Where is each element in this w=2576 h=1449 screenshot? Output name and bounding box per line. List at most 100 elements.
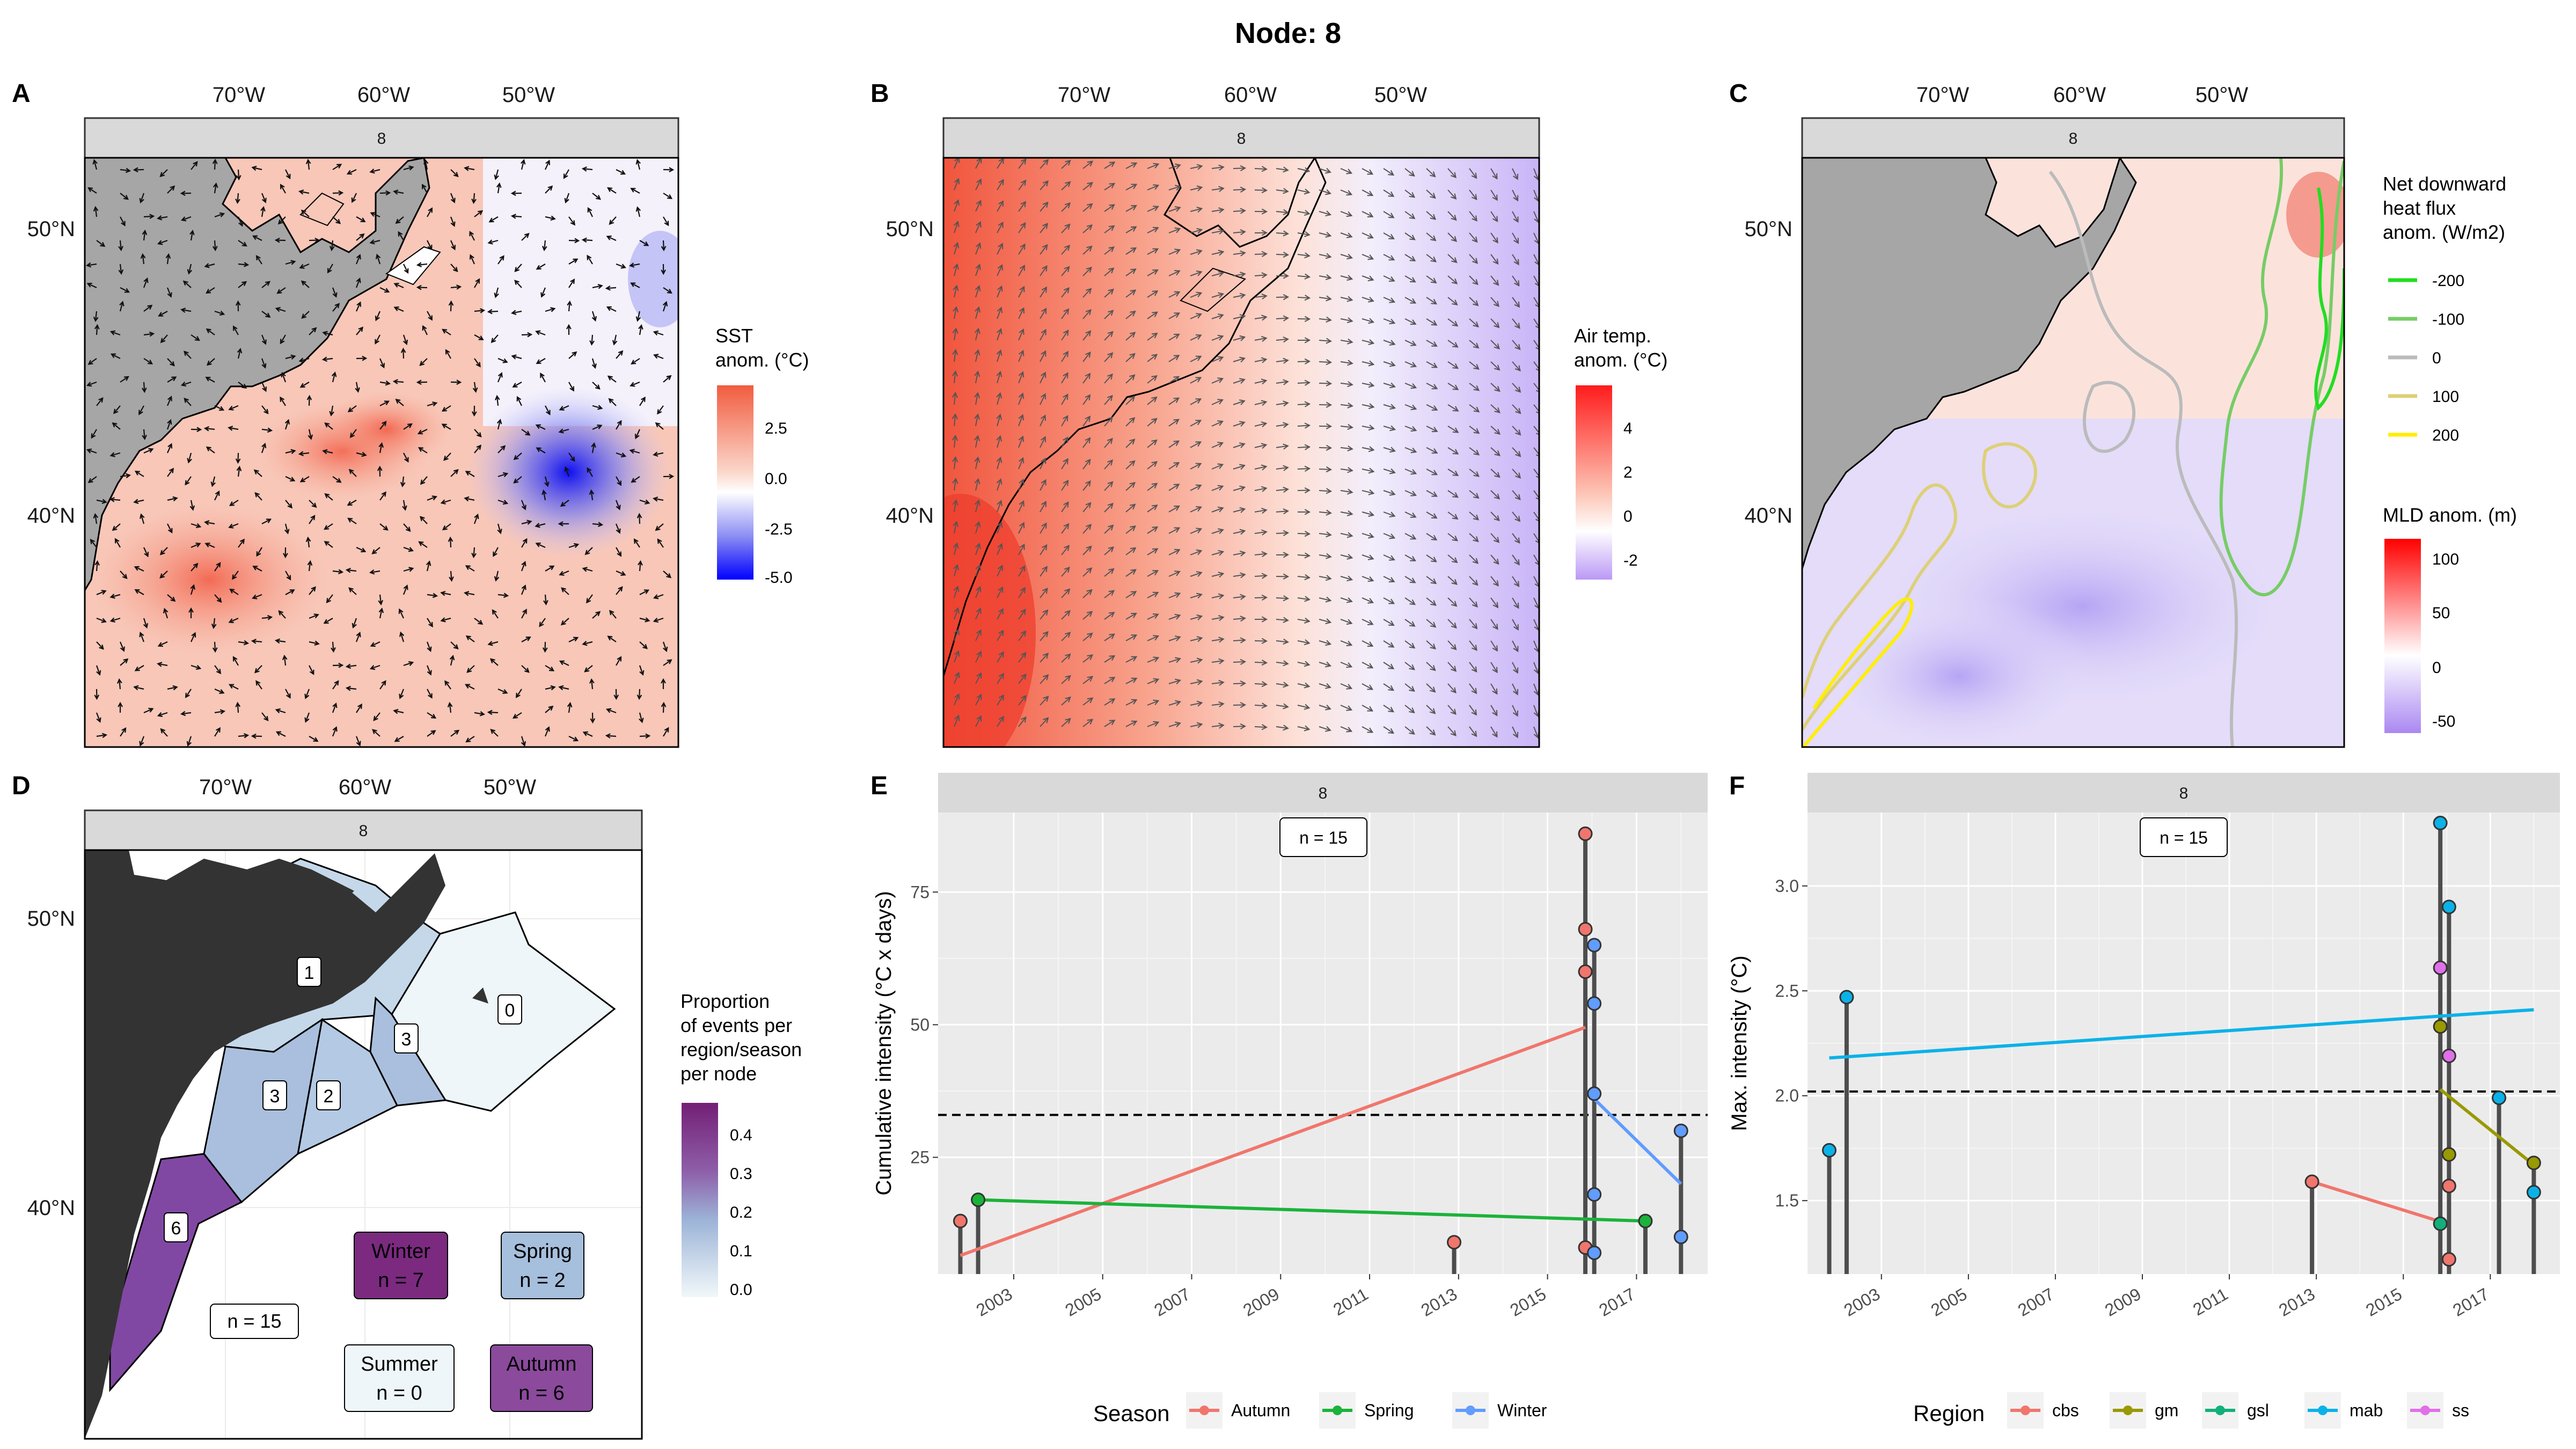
wind-arrow: [1469, 576, 1479, 586]
wind-arrow: [1168, 163, 1181, 170]
wind-arrow: [1147, 721, 1160, 727]
wind-arrow: [134, 665, 144, 671]
wind-arrow: [996, 435, 1002, 448]
wind-arrow: [1340, 553, 1353, 560]
wind-arrow: [568, 216, 575, 226]
wind-arrow: [356, 326, 363, 335]
wind-arrow: [1104, 546, 1115, 555]
wind-arrow: [235, 193, 240, 204]
wind-arrow: [663, 287, 672, 294]
wind-arrow: [997, 179, 1004, 191]
wind-arrow: [1426, 168, 1436, 178]
wind-arrow: [1082, 480, 1091, 491]
wind-arrow: [1469, 232, 1478, 243]
wind-arrow: [474, 358, 481, 368]
wind-arrow: [180, 308, 192, 313]
wind-arrow: [635, 159, 641, 170]
wind-arrow: [535, 542, 546, 548]
wind-arrow: [1018, 243, 1026, 255]
wind-arrow: [1104, 352, 1114, 362]
wind-arrow: [1254, 208, 1268, 215]
wind-arrow: [228, 405, 239, 411]
data-point: [1578, 826, 1593, 841]
wind-arrow: [96, 240, 106, 247]
wind-arrow: [214, 665, 222, 675]
wind-arrow: [190, 584, 195, 595]
wind-arrow: [1297, 704, 1311, 710]
wind-arrow: [563, 169, 569, 179]
wind-arrow: [1512, 490, 1521, 501]
wind-arrow: [261, 518, 272, 524]
wind-arrow: [449, 570, 454, 582]
wind-arrow: [228, 426, 239, 431]
wind-arrow: [141, 382, 147, 393]
legend-tick: 0.3: [730, 1165, 752, 1183]
wind-arrow: [1125, 205, 1137, 212]
wind-arrow: [1490, 597, 1499, 609]
wind-arrow: [346, 169, 357, 175]
wind-arrow: [238, 382, 247, 389]
wind-arrow: [1340, 402, 1353, 409]
wind-arrow: [1490, 640, 1498, 652]
wind-arrow: [952, 327, 958, 341]
wind-arrow: [1490, 447, 1501, 457]
land: [943, 158, 1327, 677]
wind-arrow: [143, 277, 149, 288]
wind-arrow: [260, 206, 266, 217]
wind-arrow: [255, 680, 262, 690]
wind-arrow: [416, 262, 428, 268]
wind-arrow: [213, 182, 218, 194]
wind-arrow: [1168, 185, 1181, 191]
wind-arrow: [497, 445, 506, 453]
wind-arrow: [471, 547, 477, 559]
wind-arrow: [427, 689, 433, 699]
wind-arrow: [180, 191, 192, 196]
wind-arrow: [952, 392, 958, 405]
wind-arrow: [639, 712, 644, 723]
wind-arrow: [629, 449, 640, 454]
wind-arrow: [427, 730, 436, 737]
wind-arrow: [284, 419, 290, 430]
wind-arrow: [975, 178, 982, 191]
x-tick-label: 2003: [1841, 1284, 1884, 1320]
wind-arrow: [1147, 269, 1159, 276]
wind-arrow: [214, 405, 225, 411]
wind-arrow: [252, 566, 262, 572]
wind-arrow: [609, 610, 617, 619]
wind-arrow: [589, 678, 595, 690]
legend-tick: 50: [2432, 604, 2450, 622]
wind-arrow: [558, 521, 569, 526]
wind-arrow: [420, 476, 428, 485]
wind-arrow: [975, 715, 982, 727]
wind-arrow: [1297, 444, 1311, 450]
wind-arrow: [1297, 639, 1311, 646]
wind-arrow: [400, 476, 406, 488]
trend-line: [2439, 1088, 2535, 1167]
wind-arrow: [997, 306, 1003, 319]
wind-arrow: [952, 349, 958, 362]
wind-arrow: [613, 689, 619, 700]
wind-arrow: [568, 351, 577, 359]
wind-arrow: [109, 497, 121, 502]
wind-arrow: [118, 240, 123, 252]
wind-arrow: [356, 233, 365, 241]
wind-arrow: [1168, 657, 1181, 663]
wind-arrow: [1490, 662, 1498, 674]
wind-arrow: [355, 254, 361, 265]
wind-arrow: [189, 230, 195, 241]
data-point: [2304, 1174, 2319, 1189]
wind-arrow: [1061, 350, 1069, 362]
wind-arrow: [285, 354, 296, 360]
wind-arrow: [1297, 273, 1311, 280]
wind-arrow: [472, 382, 478, 393]
wind-arrow: [952, 478, 958, 491]
wind-arrow: [1512, 361, 1521, 372]
wind-arrow: [975, 284, 981, 298]
wind-arrow: [277, 216, 286, 225]
wind-arrow: [420, 516, 428, 524]
wind-arrow: [1362, 576, 1374, 582]
legend-title: MLD anom. (m): [2383, 504, 2517, 526]
wind-arrow: [1447, 232, 1458, 242]
wind-arrow: [1469, 297, 1479, 306]
wind-arrow: [953, 306, 959, 319]
